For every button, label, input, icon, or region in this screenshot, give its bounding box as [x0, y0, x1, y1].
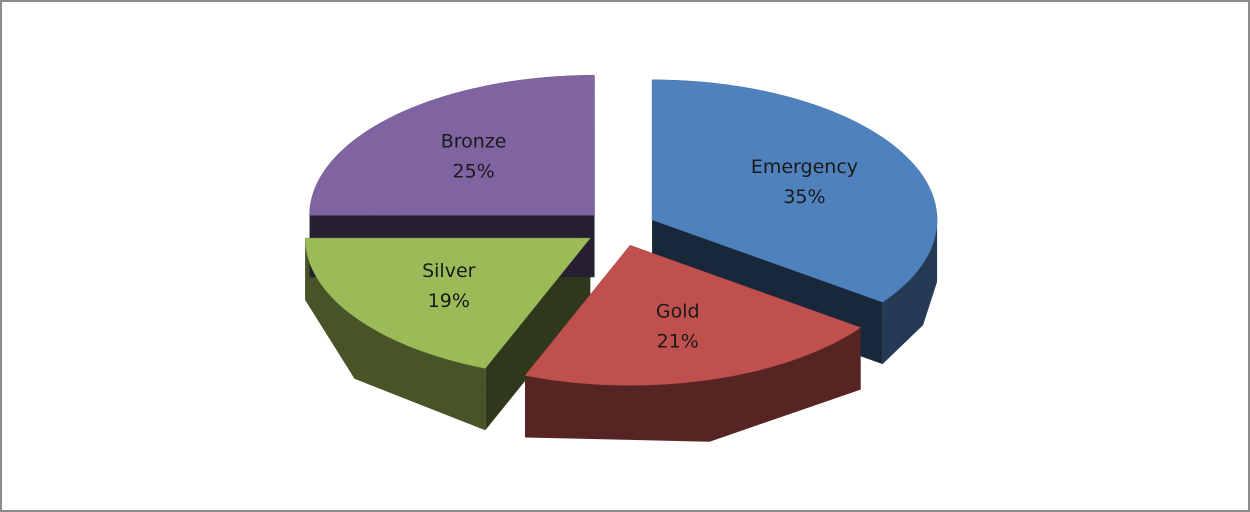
- slice-label: Bronze: [441, 130, 507, 152]
- slice-label: Silver: [422, 260, 476, 282]
- slice: [651, 79, 938, 303]
- slice-value-label: 21%: [657, 330, 699, 352]
- slice-label: Emergency: [751, 156, 858, 178]
- slice-label: Gold: [656, 300, 700, 322]
- slice-tops: [304, 75, 938, 386]
- slice-value-label: 19%: [428, 290, 470, 312]
- slice-value-label: 35%: [783, 186, 825, 208]
- slice-outer-wall: [525, 327, 861, 442]
- slice-value-label: 25%: [453, 160, 495, 182]
- slice: [309, 75, 595, 216]
- slice-outer-wall: [305, 238, 486, 431]
- slice-outer-wall: [882, 219, 938, 365]
- slice: [524, 244, 862, 386]
- slice: [304, 237, 591, 369]
